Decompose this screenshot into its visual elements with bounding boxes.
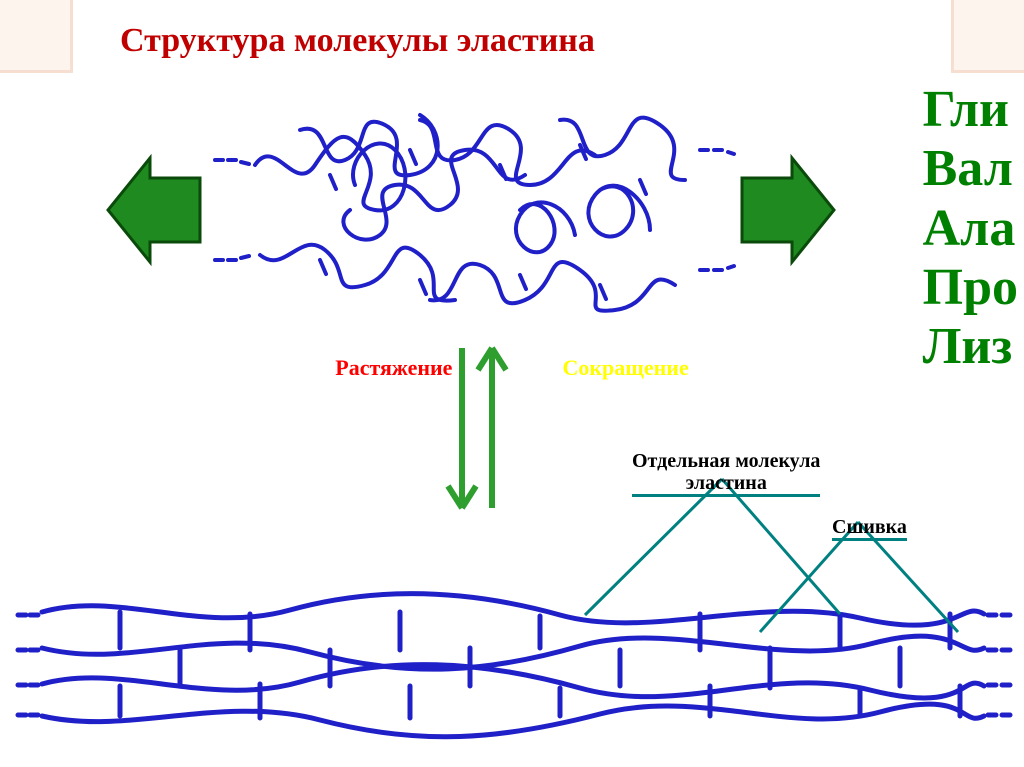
label-contract: Сокращение	[562, 355, 688, 381]
arrow-right-icon	[742, 158, 834, 262]
label-stretch: Растяжение	[335, 355, 452, 381]
stretched-elastin-band	[18, 594, 1010, 737]
callout-molecule-label: Отдельная молекула эластина	[612, 428, 820, 519]
callout-text: Сшивка	[832, 516, 907, 541]
slide-root: Структура молекулы эластина Гли Вал Ала …	[0, 0, 1024, 767]
diagram-svg	[0, 0, 1024, 767]
transition-labels: Растяжение Сокращение	[0, 355, 1024, 381]
callout-crosslink-label: Сшивка	[812, 494, 907, 563]
relaxed-elastin-cluster	[215, 115, 734, 311]
arrow-left-icon	[108, 158, 200, 262]
callout-text: Отдельная молекула эластина	[632, 450, 820, 497]
